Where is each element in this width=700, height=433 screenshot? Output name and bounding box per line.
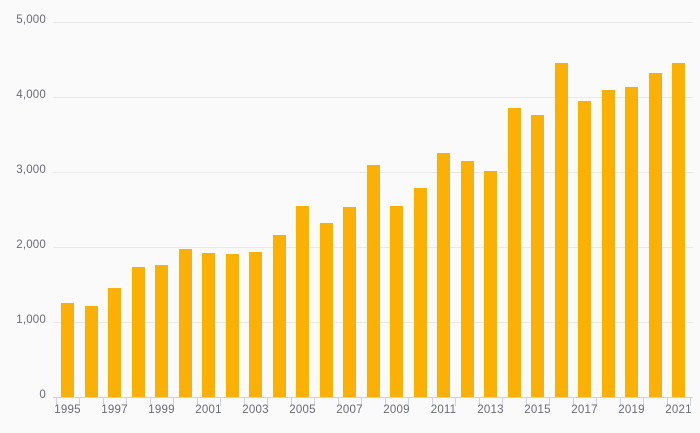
y-axis-tick-label: 0 <box>39 389 46 401</box>
bar-2002[interactable] <box>225 253 239 397</box>
bar-2015[interactable] <box>531 115 544 397</box>
x-axis-tick <box>385 397 386 406</box>
x-axis-tick <box>643 397 644 406</box>
y-axis-tick-label: 4,000 <box>16 89 46 101</box>
x-axis-tick <box>197 397 198 406</box>
x-axis-tick <box>690 397 691 406</box>
x-axis-tick <box>267 397 268 406</box>
x-axis-tick <box>455 397 456 406</box>
bar-2004[interactable] <box>272 235 286 397</box>
x-axis-tick-label-1997: 1997 <box>101 404 128 416</box>
x-axis-tick <box>526 397 527 406</box>
bar-1996[interactable] <box>84 305 98 397</box>
x-axis-tick <box>103 397 104 406</box>
x-axis-tick <box>291 397 292 406</box>
x-axis-tick <box>56 397 57 406</box>
x-axis-tick <box>479 397 480 406</box>
bar-2007[interactable] <box>343 207 356 397</box>
bar-2021[interactable] <box>672 62 685 397</box>
x-axis-line <box>53 397 693 398</box>
x-axis-tick <box>667 397 668 406</box>
x-axis-tick <box>338 397 339 406</box>
x-axis-tick-label-2019: 2019 <box>618 404 645 416</box>
bar-1999[interactable] <box>155 264 168 397</box>
x-axis-tick <box>408 397 409 406</box>
bar-2012[interactable] <box>460 160 474 397</box>
x-axis-tick-label-1999: 1999 <box>148 404 175 416</box>
bar-2016[interactable] <box>554 62 568 397</box>
x-axis-tick <box>596 397 597 406</box>
x-axis-tick <box>173 397 174 406</box>
bar-2017[interactable] <box>578 100 591 397</box>
bar-2011[interactable] <box>437 153 450 397</box>
bar-2009[interactable] <box>390 206 403 397</box>
x-axis-tick-label-2017: 2017 <box>571 404 598 416</box>
x-axis-tick-label-2013: 2013 <box>477 404 504 416</box>
bar-2006[interactable] <box>319 223 333 397</box>
y-axis-tick-label: 2,000 <box>16 239 46 251</box>
x-axis-tick-label-2021: 2021 <box>665 404 692 416</box>
bar-2018[interactable] <box>601 89 615 397</box>
bar-2008[interactable] <box>366 165 380 397</box>
x-axis-tick-label-2003: 2003 <box>242 404 269 416</box>
x-axis-tick-label-2005: 2005 <box>289 404 316 416</box>
bar-2020[interactable] <box>648 72 662 397</box>
y-axis-tick-label: 3,000 <box>16 164 46 176</box>
bar-1995[interactable] <box>61 303 74 397</box>
x-axis-tick-label-2007: 2007 <box>336 404 363 416</box>
x-axis-tick-label-2001: 2001 <box>195 404 222 416</box>
x-axis-tick <box>126 397 127 406</box>
x-axis-tick-label-1995: 1995 <box>54 404 81 416</box>
x-axis-tick-label-2011: 2011 <box>430 404 457 416</box>
x-axis-tick <box>244 397 245 406</box>
bar-2010[interactable] <box>413 187 427 397</box>
bar-2001[interactable] <box>202 252 215 397</box>
x-axis-tick <box>432 397 433 406</box>
x-axis-tick <box>620 397 621 406</box>
x-axis-tick <box>79 397 80 406</box>
bar-2005[interactable] <box>296 205 309 397</box>
x-axis-tick-label-2009: 2009 <box>383 404 410 416</box>
y-axis-tick-label: 1,000 <box>16 314 46 326</box>
x-axis-tick <box>314 397 315 406</box>
x-axis-tick <box>361 397 362 406</box>
bar-1997[interactable] <box>108 287 121 397</box>
x-axis-tick <box>150 397 151 406</box>
x-axis-tick-label-2015: 2015 <box>524 404 551 416</box>
x-axis-tick <box>549 397 550 406</box>
x-axis-tick <box>220 397 221 406</box>
bar-2019[interactable] <box>625 86 638 397</box>
bar-2000[interactable] <box>178 249 192 397</box>
bar-2013[interactable] <box>484 171 497 397</box>
y-axis-tick-label: 5,000 <box>16 14 46 26</box>
x-axis-tick <box>573 397 574 406</box>
x-axis-tick <box>502 397 503 406</box>
bar-2003[interactable] <box>249 252 262 397</box>
bar-2014[interactable] <box>507 108 521 397</box>
bar-1998[interactable] <box>131 266 145 397</box>
